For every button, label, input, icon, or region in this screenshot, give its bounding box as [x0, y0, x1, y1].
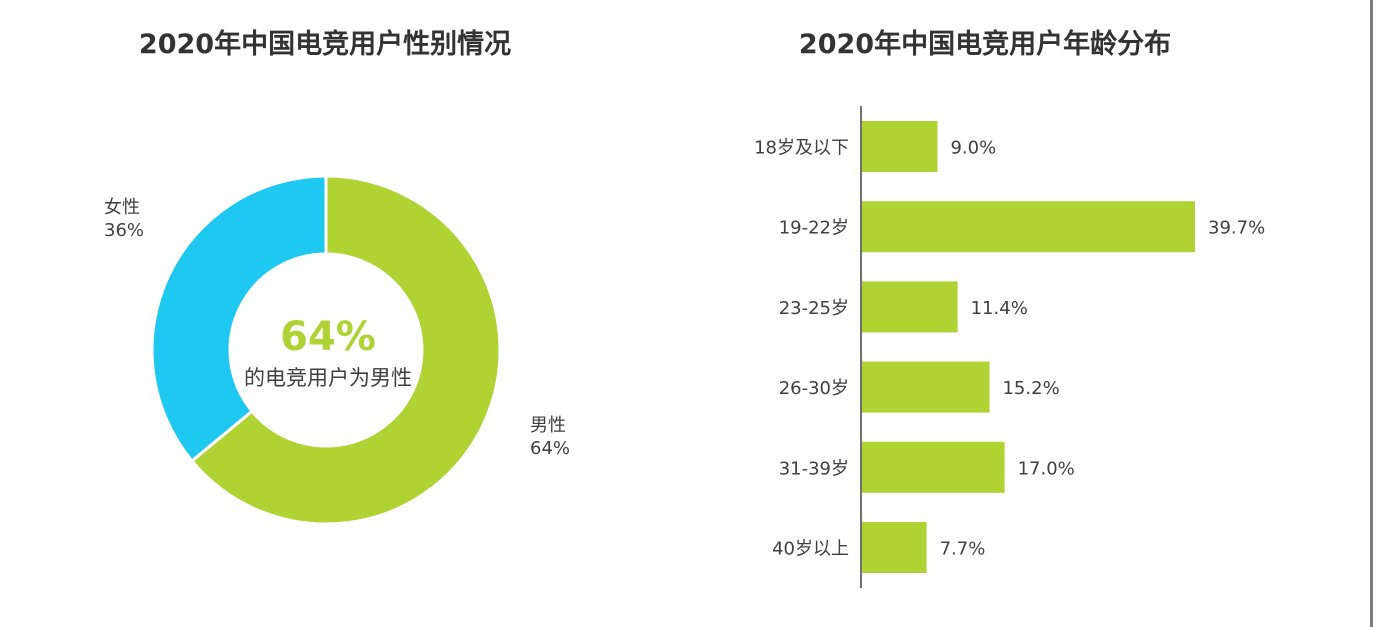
donut-slice-male — [189, 174, 502, 526]
age-bar — [862, 281, 958, 333]
age-bar — [862, 522, 927, 573]
age-category-label: 18岁及以下 — [754, 138, 849, 159]
age-chart-title: 2020年中国电竞用户年龄分布 — [798, 29, 1172, 60]
age-category-label: 19-22岁 — [779, 218, 849, 239]
age-category-label: 31-39岁 — [779, 458, 849, 479]
age-value-label: 9.0% — [950, 138, 996, 159]
age-value-label: 17.0% — [1018, 458, 1075, 479]
age-value-label: 15.2% — [1002, 378, 1059, 399]
female-label-name: 女性 — [104, 197, 140, 218]
age-bar — [862, 361, 990, 413]
donut-slice-female — [150, 174, 328, 464]
female-label-value: 36% — [104, 220, 144, 241]
age-bar-chart: 18岁及以下 9.0% 19-22岁 39.7% 23-25岁 11.4% 26-30岁 15… — [754, 106, 1265, 588]
age-value-label: 7.7% — [940, 539, 986, 560]
age-bar — [862, 121, 938, 172]
age-category-label: 26-30岁 — [779, 378, 849, 399]
gender-chart-title: 2020年中国电竞用户性别情况 — [138, 29, 512, 60]
center-text: 的电竞用户为男性 — [244, 366, 412, 390]
age-category-label: 40岁以上 — [772, 539, 849, 560]
age-bar — [862, 441, 1005, 493]
gender-donut-chart: 64% 的电竞用户为男性 女性 36% 男性 64% — [104, 174, 570, 526]
age-value-label: 11.4% — [971, 298, 1028, 319]
center-value: 64% — [280, 314, 376, 360]
age-bar — [862, 201, 1195, 253]
page-edge-line — [1370, 0, 1373, 627]
male-label-value: 64% — [530, 438, 570, 459]
male-label-name: 男性 — [530, 415, 566, 436]
age-category-label: 23-25岁 — [779, 298, 849, 319]
age-value-label: 39.7% — [1208, 218, 1265, 239]
